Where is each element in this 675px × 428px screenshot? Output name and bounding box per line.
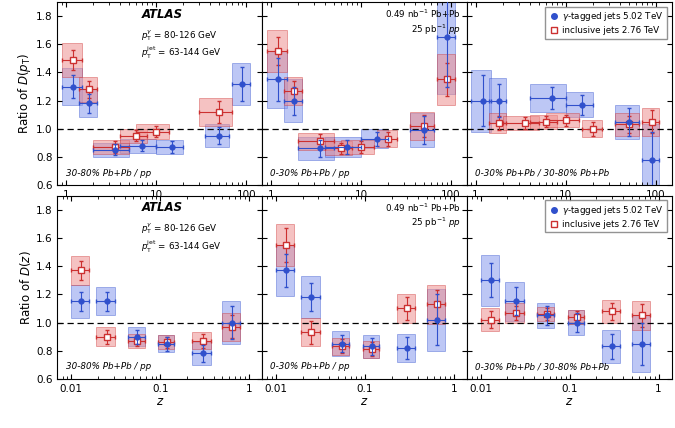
Bar (284, 77, 302, 105)
Bar (300, 276, 320, 318)
Bar (62, 68, 82, 105)
Bar (506, 303, 524, 323)
Bar (199, 98, 232, 126)
Bar (93, 140, 129, 154)
Bar (427, 285, 446, 324)
X-axis label: $p_{\mathrm{T}}$ [GeV]: $p_{\mathrm{T}}$ [GeV] (543, 201, 595, 218)
Text: 0-30% Pb+Pb / pp: 0-30% Pb+Pb / pp (270, 169, 350, 178)
Text: 0-30% Pb+Pb / 30-80% Pb+Pb: 0-30% Pb+Pb / 30-80% Pb+Pb (475, 169, 610, 178)
Bar (361, 129, 388, 149)
X-axis label: $p_{\mathrm{T}}$ [GeV]: $p_{\mathrm{T}}$ [GeV] (339, 201, 390, 218)
Text: 30-80% Pb+Pb / pp: 30-80% Pb+Pb / pp (65, 169, 151, 178)
Bar (566, 92, 593, 117)
Bar (568, 310, 584, 335)
Bar (298, 133, 334, 150)
Bar (128, 334, 144, 348)
Bar (363, 341, 379, 358)
Bar (503, 116, 539, 130)
Bar (632, 301, 650, 330)
Bar (332, 331, 350, 356)
Bar (506, 282, 524, 321)
Text: ATLAS: ATLAS (141, 202, 182, 214)
Bar (632, 315, 650, 372)
Bar (410, 113, 434, 147)
Bar (136, 125, 169, 139)
Bar (276, 245, 294, 296)
Bar (537, 307, 554, 321)
Text: 30-80% Pb+Pb / pp: 30-80% Pb+Pb / pp (65, 363, 151, 372)
Bar (96, 327, 115, 346)
Bar (615, 105, 639, 139)
Bar (158, 335, 175, 352)
Bar (232, 62, 250, 105)
X-axis label: $z$: $z$ (155, 395, 164, 408)
Y-axis label: Ratio of $D(z)$: Ratio of $D(z)$ (18, 250, 33, 325)
Bar (437, 0, 455, 94)
Bar (537, 303, 554, 328)
Text: 0-30% Pb+Pb / pp: 0-30% Pb+Pb / pp (270, 363, 350, 372)
Bar (397, 294, 415, 323)
Bar (158, 335, 175, 349)
Bar (437, 54, 455, 105)
Bar (410, 112, 434, 140)
Bar (62, 43, 82, 77)
Text: $p_{\mathrm{T}}^{\gamma}$ = 80-126 GeV
$p_{\mathrm{T}}^{\mathrm{jet}}$ = 63-144 : $p_{\mathrm{T}}^{\gamma}$ = 80-126 GeV $… (141, 28, 222, 61)
Bar (530, 84, 566, 112)
Bar (397, 334, 415, 362)
Text: 0-30% Pb+Pb / 30-80% Pb+Pb: 0-30% Pb+Pb / 30-80% Pb+Pb (475, 363, 610, 372)
Bar (120, 139, 156, 153)
Bar (615, 113, 639, 136)
Bar (363, 335, 379, 358)
Legend: $\gamma$-tagged jets 5.02 TeV, inclusive jets 2.76 TeV: $\gamma$-tagged jets 5.02 TeV, inclusive… (545, 200, 668, 232)
Bar (325, 137, 361, 157)
Bar (93, 143, 129, 157)
Bar (276, 224, 294, 266)
Bar (156, 140, 184, 154)
Bar (341, 140, 374, 154)
Bar (222, 313, 240, 341)
Bar (128, 327, 144, 346)
Bar (284, 80, 302, 122)
Bar (71, 256, 89, 285)
Bar (642, 107, 659, 136)
Bar (71, 285, 89, 318)
Bar (222, 301, 240, 344)
Bar (545, 113, 579, 127)
X-axis label: $p_{\mathrm{T}}$ [GeV]: $p_{\mathrm{T}}$ [GeV] (134, 201, 186, 218)
X-axis label: $z$: $z$ (565, 395, 574, 408)
Bar (377, 130, 397, 147)
Bar (642, 125, 659, 195)
Bar (79, 89, 97, 117)
Bar (332, 338, 350, 355)
Bar (96, 287, 115, 315)
Bar (530, 115, 557, 129)
Bar (192, 342, 211, 365)
Bar (602, 330, 620, 363)
Text: $p_{\mathrm{T}}^{\gamma}$ = 80-126 GeV
$p_{\mathrm{T}}^{\mathrm{jet}}$ = 63-144 : $p_{\mathrm{T}}^{\gamma}$ = 80-126 GeV $… (141, 222, 222, 255)
Bar (481, 255, 499, 306)
Bar (568, 310, 584, 324)
Bar (602, 300, 620, 323)
X-axis label: $z$: $z$ (360, 395, 369, 408)
Bar (582, 120, 601, 137)
Bar (481, 309, 499, 331)
Bar (267, 51, 287, 107)
Bar (471, 70, 491, 131)
Bar (300, 318, 320, 346)
Legend: $\gamma$-tagged jets 5.02 TeV, inclusive jets 2.76 TeV: $\gamma$-tagged jets 5.02 TeV, inclusive… (545, 6, 668, 39)
Bar (267, 30, 287, 72)
Bar (120, 129, 147, 143)
Bar (298, 137, 334, 160)
Bar (427, 289, 446, 351)
Y-axis label: Ratio of $D(p_{\mathrm{T}})$: Ratio of $D(p_{\mathrm{T}})$ (16, 53, 33, 134)
Bar (79, 77, 97, 102)
Bar (325, 141, 352, 155)
Bar (192, 333, 211, 349)
Text: 0.49 nb$^{-1}$ Pb+Pb
25 pb$^{-1}$ $pp$: 0.49 nb$^{-1}$ Pb+Pb 25 pb$^{-1}$ $pp$ (385, 202, 461, 230)
Bar (205, 125, 230, 147)
Text: ATLAS: ATLAS (141, 8, 182, 21)
Bar (489, 113, 506, 133)
Bar (489, 78, 506, 123)
Text: 0.49 nb$^{-1}$ Pb+Pb
25 pb$^{-1}$ $pp$: 0.49 nb$^{-1}$ Pb+Pb 25 pb$^{-1}$ $pp$ (385, 8, 461, 36)
